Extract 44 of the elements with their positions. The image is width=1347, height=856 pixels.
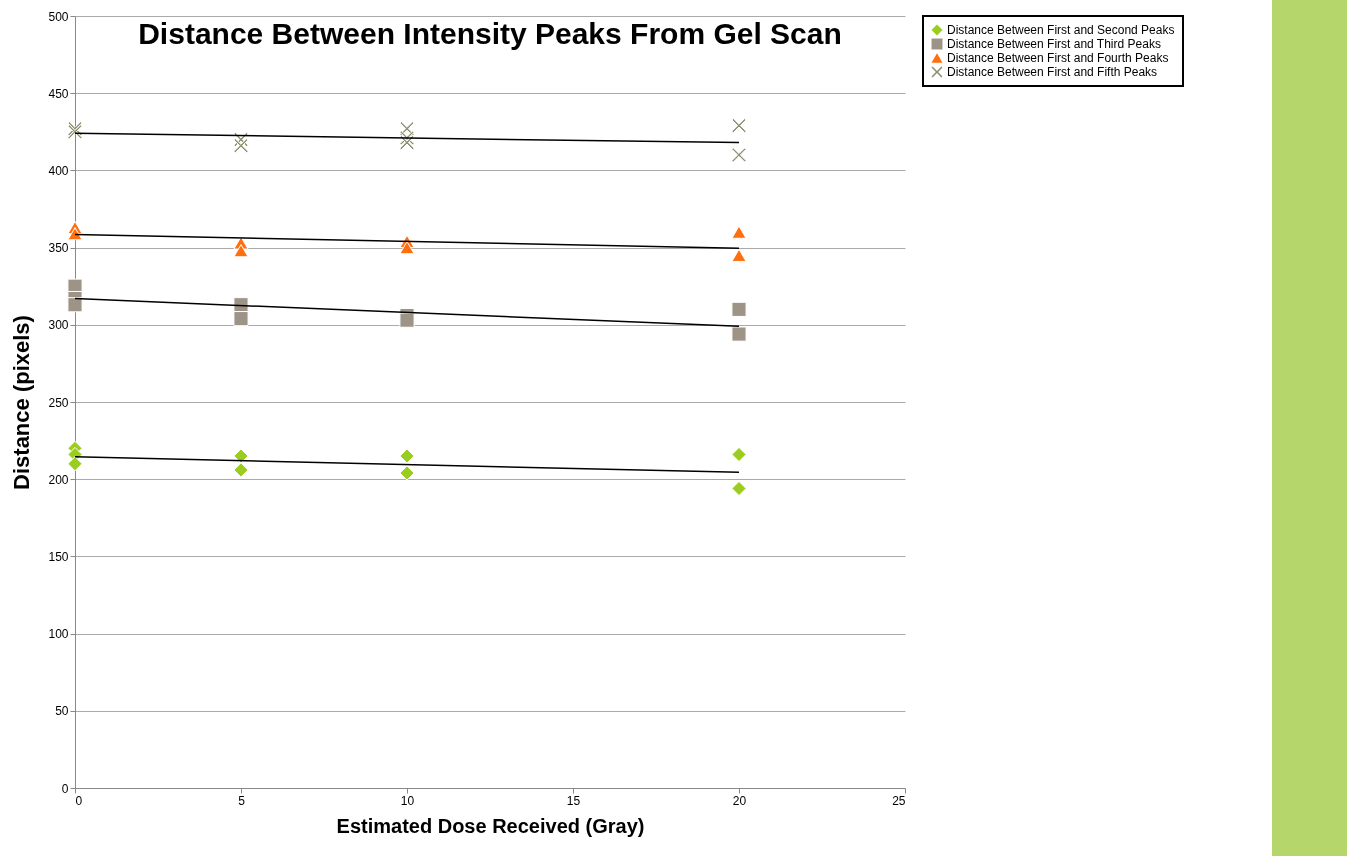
- legend-label: Distance Between First and Fourth Peaks: [947, 51, 1169, 65]
- point: [731, 118, 747, 134]
- point: [731, 446, 747, 463]
- point: [731, 225, 747, 239]
- point: [233, 311, 249, 327]
- x-tick-label: 25: [892, 793, 906, 808]
- chart-title: Distance Between Intensity Peaks From Gel Scan: [138, 17, 842, 50]
- y-tick-label: 250: [48, 395, 69, 410]
- y-axis-title: Distance (pixels): [9, 315, 35, 490]
- x-tick-label: 20: [732, 793, 747, 808]
- point: [399, 465, 415, 481]
- x-tick-label: 5: [238, 793, 246, 808]
- y-tick-label: 400: [48, 163, 69, 178]
- x-tick-label: 10: [400, 793, 415, 808]
- point: [731, 480, 747, 497]
- point: [67, 297, 83, 313]
- y-tick-label: 300: [48, 318, 69, 333]
- legend-label: Distance Between First and Second Peaks: [947, 23, 1175, 37]
- y-tick-label: 0: [61, 781, 69, 796]
- y-tick-label: 500: [48, 9, 69, 24]
- point: [233, 462, 249, 478]
- y-tick-label: 350: [48, 241, 69, 256]
- point: [731, 248, 747, 262]
- y-tick-label: 150: [48, 549, 69, 564]
- x-tick-label: 0: [75, 793, 83, 808]
- point: [399, 312, 415, 328]
- y-tick-label: 450: [48, 86, 69, 101]
- point: [731, 326, 747, 342]
- point: [731, 301, 747, 317]
- legend-label: Distance Between First and Third Peaks: [947, 37, 1161, 51]
- y-tick-label: 50: [55, 704, 69, 719]
- y-tick-label: 200: [48, 472, 69, 487]
- point: [233, 244, 249, 258]
- point: [731, 147, 747, 163]
- point: [233, 448, 249, 464]
- point: [67, 227, 83, 241]
- legend-label: Distance Between First and Fifth Peaks: [947, 65, 1158, 79]
- point: [233, 138, 249, 154]
- x-axis-title: Estimated Dose Received (Gray): [336, 814, 645, 837]
- point: [67, 456, 83, 472]
- x-tick-label: 15: [566, 793, 581, 808]
- point: [399, 448, 415, 464]
- y-tick-label: 100: [48, 627, 69, 642]
- point: [399, 240, 415, 255]
